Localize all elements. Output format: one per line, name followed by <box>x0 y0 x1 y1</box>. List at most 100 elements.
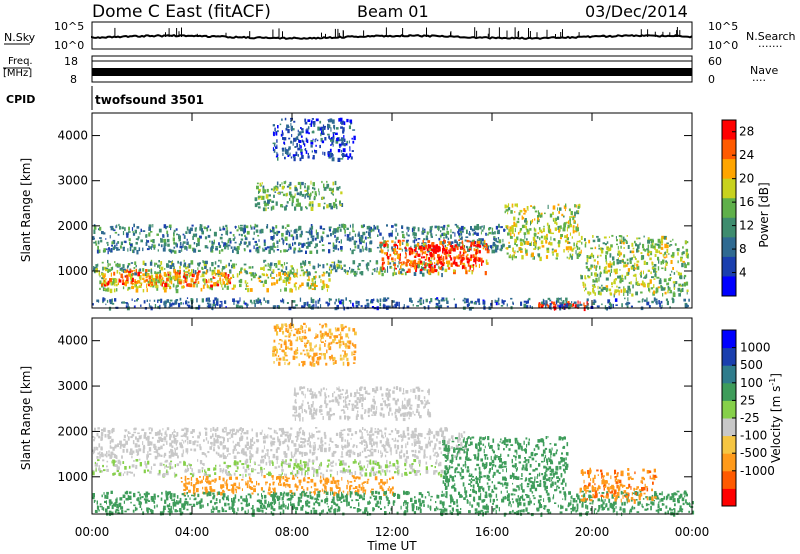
power-cell <box>571 301 573 304</box>
velocity-cell <box>278 440 282 446</box>
velocity-cell <box>245 454 248 457</box>
power-cell <box>359 248 362 253</box>
power-cell <box>524 209 527 213</box>
velocity-cell <box>220 491 223 496</box>
power-cell <box>98 249 101 253</box>
power-band-3 <box>101 268 232 288</box>
power-cell <box>610 244 613 248</box>
velocity-cell <box>342 460 345 464</box>
power-cell <box>533 239 536 244</box>
power-cell <box>398 247 402 250</box>
power-cell <box>619 259 622 264</box>
power-cell <box>524 234 526 239</box>
power-cell <box>465 236 469 238</box>
velocity-cell <box>416 470 420 473</box>
velocity-cell <box>374 460 377 464</box>
velocity-cell <box>386 441 390 447</box>
velocity-cell <box>179 442 183 446</box>
power-cell <box>626 258 629 262</box>
power-cell <box>543 225 545 228</box>
power-cell <box>548 224 550 229</box>
velocity-cell <box>277 465 281 468</box>
power-cell <box>574 211 576 216</box>
power-cell <box>331 141 333 145</box>
power-cell <box>244 234 246 237</box>
velocity-cell <box>428 436 431 441</box>
velocity-cell <box>334 444 338 446</box>
power-cell <box>502 301 505 305</box>
power-cell <box>304 196 306 199</box>
power-cell <box>357 300 360 304</box>
power-cell <box>625 303 628 306</box>
power-cell <box>270 263 272 269</box>
power-cell <box>250 226 253 230</box>
power-cell <box>314 139 316 143</box>
power-cell <box>485 259 488 264</box>
power-cell <box>185 299 187 303</box>
power-cell <box>154 262 156 265</box>
power-cell <box>669 244 673 246</box>
power-cell <box>234 226 237 228</box>
power-cell <box>390 266 393 269</box>
power-cell <box>640 283 644 286</box>
velocity-cell <box>364 472 368 477</box>
power-cell <box>343 269 347 272</box>
nsky-tick-bottom-left: 10^0 <box>54 39 84 52</box>
velocity-cell <box>289 458 292 462</box>
power-cell <box>621 236 623 240</box>
velocity-cell <box>142 441 144 446</box>
velocity-cell <box>406 455 409 459</box>
power-cell <box>254 273 257 277</box>
power-cell <box>228 281 230 284</box>
power-cell <box>246 282 249 285</box>
power-cell <box>183 274 186 278</box>
power-cell <box>407 229 409 232</box>
power-cell <box>563 249 565 253</box>
velocity-cell <box>251 467 253 471</box>
power-cell <box>415 238 418 242</box>
power-cell <box>348 300 351 302</box>
power-cell <box>451 245 454 249</box>
power-cell <box>144 262 147 266</box>
power-cell <box>600 288 604 292</box>
velocity-cell <box>125 440 128 445</box>
power-cell <box>235 247 238 251</box>
power-cell <box>658 279 662 285</box>
velocity-cell <box>438 473 440 476</box>
power-cell <box>456 225 459 228</box>
power-cell <box>615 304 618 306</box>
velocity-cell <box>369 472 372 477</box>
power-cell <box>537 247 539 251</box>
power-cell <box>507 203 510 208</box>
power-cell <box>351 236 354 241</box>
velocity-cell <box>418 459 421 464</box>
power-cell <box>188 244 192 249</box>
power-cell <box>386 240 389 243</box>
power-cell <box>443 262 446 265</box>
power-cell <box>261 273 264 275</box>
power-cell <box>434 298 438 301</box>
power-cell <box>449 248 451 252</box>
velocity-cell <box>349 472 351 475</box>
power-cell <box>569 253 572 258</box>
velocity-cell <box>424 437 426 439</box>
power-cell <box>260 280 264 283</box>
velocity-cell <box>196 444 199 447</box>
velocity-cell <box>189 464 192 466</box>
velocity-cell <box>242 466 245 469</box>
power-colorbar-tick-label: 16 <box>739 195 754 209</box>
power-cell <box>640 291 643 294</box>
velocity-cell <box>270 449 273 452</box>
power-cell <box>153 247 156 250</box>
power-cell <box>669 244 671 247</box>
nsky-line <box>91 33 693 40</box>
power-cell <box>332 249 335 252</box>
velocity-cell <box>230 474 233 476</box>
power-cell <box>257 297 260 302</box>
velocity-cell <box>212 449 216 452</box>
power-cell <box>407 234 410 237</box>
power-cell <box>276 151 278 156</box>
power-cell <box>437 226 439 230</box>
velocity-cell <box>222 455 226 460</box>
power-cell <box>387 260 390 265</box>
